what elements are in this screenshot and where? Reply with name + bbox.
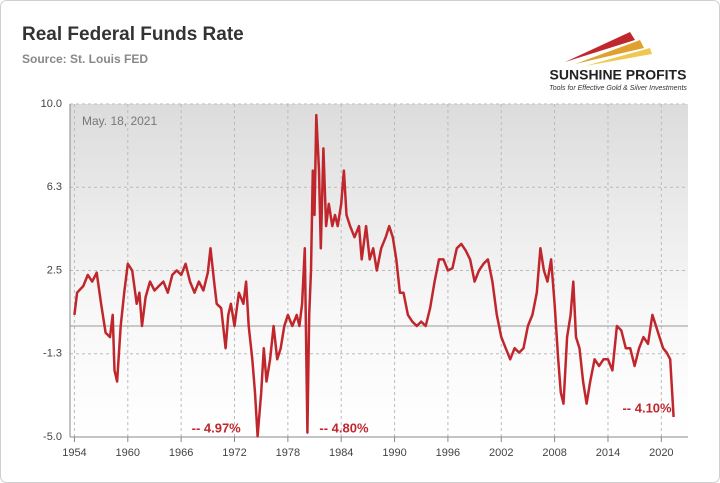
y-tick-label: 6.3 xyxy=(47,181,62,193)
series-line xyxy=(73,113,675,438)
annotation: -- 4.10% xyxy=(622,400,672,415)
x-tick-label: 2020 xyxy=(649,447,673,459)
date-note: May. 18, 2021 xyxy=(82,114,157,128)
x-tick-label: 2014 xyxy=(596,447,620,459)
y-tick-label: 2.5 xyxy=(47,264,62,276)
x-tick-label: 1996 xyxy=(436,447,460,459)
y-tick-label: -1.3 xyxy=(43,348,62,360)
logo-tagline: Tools for Effective Gold & Silver Invest… xyxy=(549,85,687,92)
x-tick-label: 1990 xyxy=(382,447,406,459)
x-tick-label: 1960 xyxy=(116,447,140,459)
logo-text: SUNSHINE PROFITS xyxy=(550,67,687,83)
x-tick-label: 1972 xyxy=(222,447,246,459)
x-tick-label: 1984 xyxy=(329,447,353,459)
y-tick-label: 10.0 xyxy=(41,98,62,110)
x-tick-label: 1966 xyxy=(169,447,193,459)
chart-title: Real Federal Funds Rate xyxy=(22,24,244,45)
annotation: -- 4.97% xyxy=(192,420,242,435)
subtitle: Source: St. Louis FED xyxy=(22,52,148,66)
x-tick-label: 1978 xyxy=(276,447,300,459)
y-tick-label: -5.0 xyxy=(43,431,62,443)
x-tick-label: 2002 xyxy=(489,447,513,459)
logo-mark xyxy=(565,32,652,66)
x-tick-label: 1954 xyxy=(62,447,86,459)
annotation: -- 4.80% xyxy=(319,420,369,435)
x-tick-label: 2008 xyxy=(542,447,566,459)
